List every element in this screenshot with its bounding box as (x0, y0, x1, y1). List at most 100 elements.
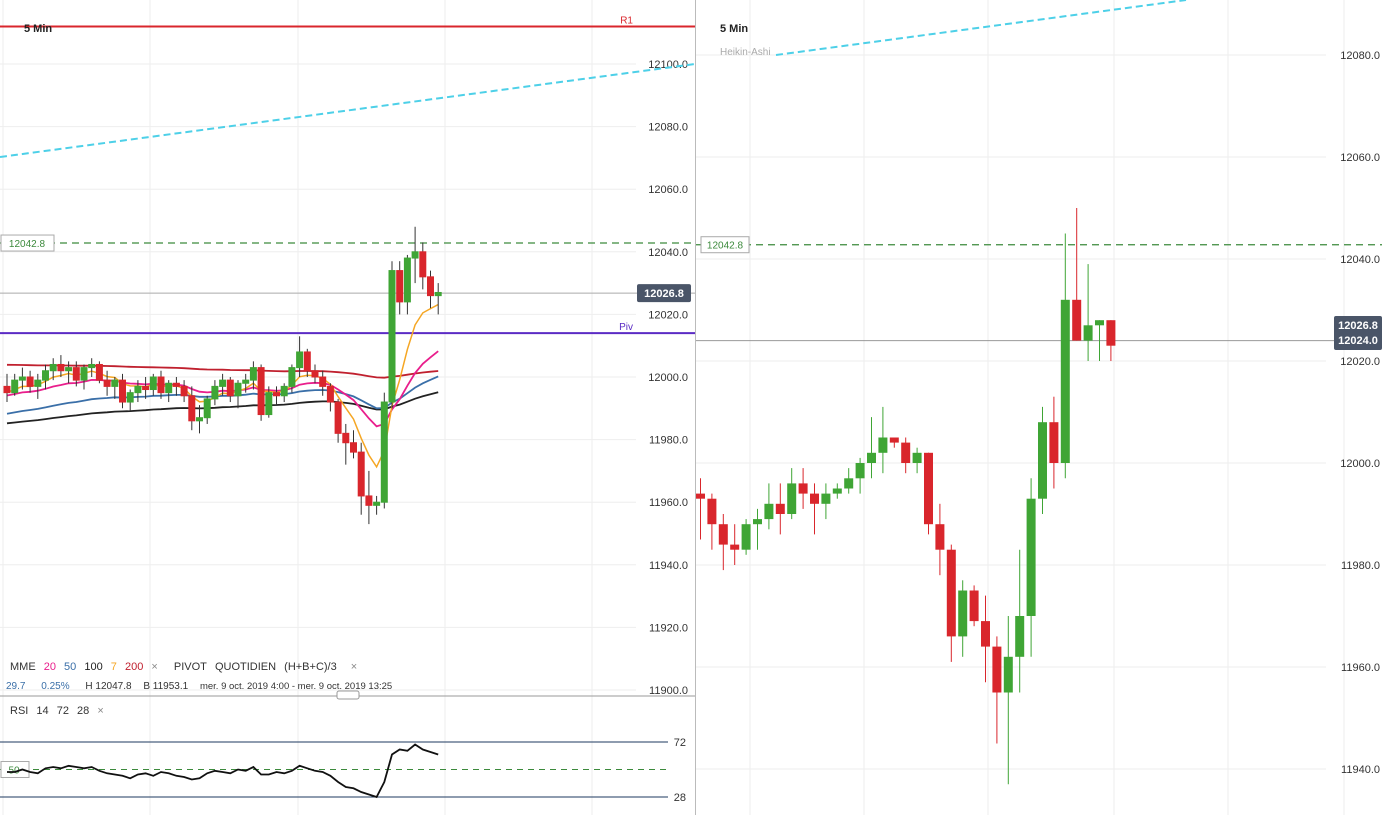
candle-body (334, 401, 342, 434)
close-icon[interactable]: × (350, 661, 358, 673)
candle-body (311, 370, 319, 378)
price-tick-label: 12080.0 (648, 122, 688, 134)
candle-body (1049, 422, 1059, 463)
indicator-legend: MME 20 50 100 7 200 × PIVOT QUOTIDIEN (H… (10, 661, 362, 673)
candle-body (203, 398, 211, 419)
pivot-formula-label: (H+B+C)/3 (284, 661, 337, 673)
right-heikin-ashi-chart[interactable]: 12080.0 12060.0 12040.0 12020.0 12000.0 11980… (696, 0, 1382, 815)
candle-body (326, 385, 334, 403)
level-badge (0, 234, 55, 252)
candle-body (49, 363, 57, 372)
candle-body (878, 437, 888, 453)
price-tick-label: 11980.0 (1341, 560, 1380, 572)
left-chart-panel[interactable]: 12100.0 12080.0 12060.0 12040.0 12020.0 12000… (0, 0, 695, 815)
ema50-label[interactable]: 50 (64, 661, 77, 673)
candle-body (969, 590, 979, 622)
price-tick-label: 12020.0 (1340, 356, 1380, 368)
candle-body (889, 437, 899, 443)
candle-body (11, 379, 19, 394)
price-tick-label: 12000.0 (1340, 458, 1380, 470)
price-tick-label: 11960.0 (1341, 662, 1380, 674)
candle-body (219, 379, 227, 387)
level-badge-text: 12042.8 (707, 241, 744, 252)
candle-body (403, 257, 411, 303)
level-badge-text: 12042.8 (9, 239, 46, 250)
candle-body (249, 367, 257, 381)
price-tick-label: 12060.0 (1340, 152, 1380, 164)
candle-body (196, 417, 203, 422)
candle-body (427, 276, 434, 297)
right-timeframe-label: 5 Min (720, 23, 749, 35)
close-icon[interactable]: × (97, 705, 104, 717)
candle-body (810, 493, 819, 504)
candle-body (388, 270, 396, 403)
ema20-label[interactable]: 20 (43, 661, 56, 673)
pivot-label: Piv (619, 322, 633, 333)
candle-body (296, 351, 304, 369)
candle-body (1083, 325, 1093, 341)
candle-body (753, 519, 762, 525)
price-tick-label: 12020.0 (648, 309, 688, 321)
candle-body (165, 382, 173, 394)
candle-body (157, 376, 165, 394)
candle-body (88, 363, 96, 369)
quotidien-label[interactable]: QUOTIDIEN (214, 661, 277, 673)
candle-body (696, 493, 705, 499)
panel-divider[interactable] (695, 0, 696, 815)
r1-label: R1 (620, 15, 633, 26)
candle-body (419, 251, 427, 278)
candle-body (901, 442, 911, 463)
candle-body (42, 370, 49, 381)
rsi-legend: RSI 14 72 28 × (10, 705, 109, 717)
candle-body (350, 442, 357, 453)
price-tick-label: 11960.0 (649, 497, 688, 509)
candle-body (72, 367, 80, 381)
trend-line (775, 0, 1187, 56)
price-tick-label: 11940.0 (649, 560, 688, 572)
candle-body (126, 392, 134, 403)
candle-body (798, 483, 808, 494)
pivot-label[interactable]: PIVOT (173, 661, 207, 673)
candle-body (134, 385, 142, 394)
candle-body (1038, 422, 1047, 499)
left-candlestick-chart[interactable]: 12100.012080.012060.012040.012020.012000… (0, 0, 695, 815)
ohlc-stats: 29.7 0.25% H 12047.8 B 11953.1 mer. 9 oc… (6, 681, 397, 692)
candle-body (273, 392, 280, 397)
price-badge (1334, 316, 1382, 350)
rsi-period[interactable]: 14 (36, 705, 49, 717)
rsi-mid-badge (0, 761, 30, 778)
candle-body (992, 646, 1002, 693)
candle-body (924, 452, 933, 525)
price-tick-label: 11980.0 (649, 435, 688, 447)
change-percent: 0.25% (41, 681, 70, 692)
close-icon[interactable]: × (151, 661, 158, 673)
candle-body (396, 270, 404, 303)
ema100-label[interactable]: 100 (84, 661, 103, 673)
level-badge (700, 236, 750, 254)
candle-body (18, 376, 26, 381)
rsi-label[interactable]: RSI (10, 705, 29, 717)
candle-body (1095, 320, 1104, 326)
candle-body (257, 367, 265, 416)
candle-body (844, 478, 854, 489)
date-range: mer. 9 oct. 2019 4:00 - mer. 9 oct. 2019… (199, 681, 393, 692)
candle-body (142, 385, 150, 391)
rsi-lower[interactable]: 28 (77, 705, 90, 717)
candle-body (981, 621, 990, 647)
candle-body (718, 524, 728, 545)
candle-body (832, 488, 842, 494)
candle-body (80, 367, 88, 381)
ema7-label[interactable]: 7 (110, 661, 117, 673)
price-tick-label: 12040.0 (1340, 254, 1380, 266)
price-tick-label: 12000.0 (648, 372, 688, 384)
candle-body (180, 385, 188, 397)
trend-line (0, 63, 695, 158)
candle-body (234, 382, 242, 397)
ema-50-line (6, 375, 439, 415)
ema200-label[interactable]: 200 (124, 661, 144, 673)
mme-label[interactable]: MME (10, 661, 36, 673)
rsi-upper[interactable]: 72 (56, 705, 69, 717)
high-value: H 12047.8 (85, 681, 132, 692)
candle-body (280, 385, 288, 397)
right-chart-panel[interactable]: 12080.0 12060.0 12040.0 12020.0 12000.0 11980… (696, 0, 1382, 815)
